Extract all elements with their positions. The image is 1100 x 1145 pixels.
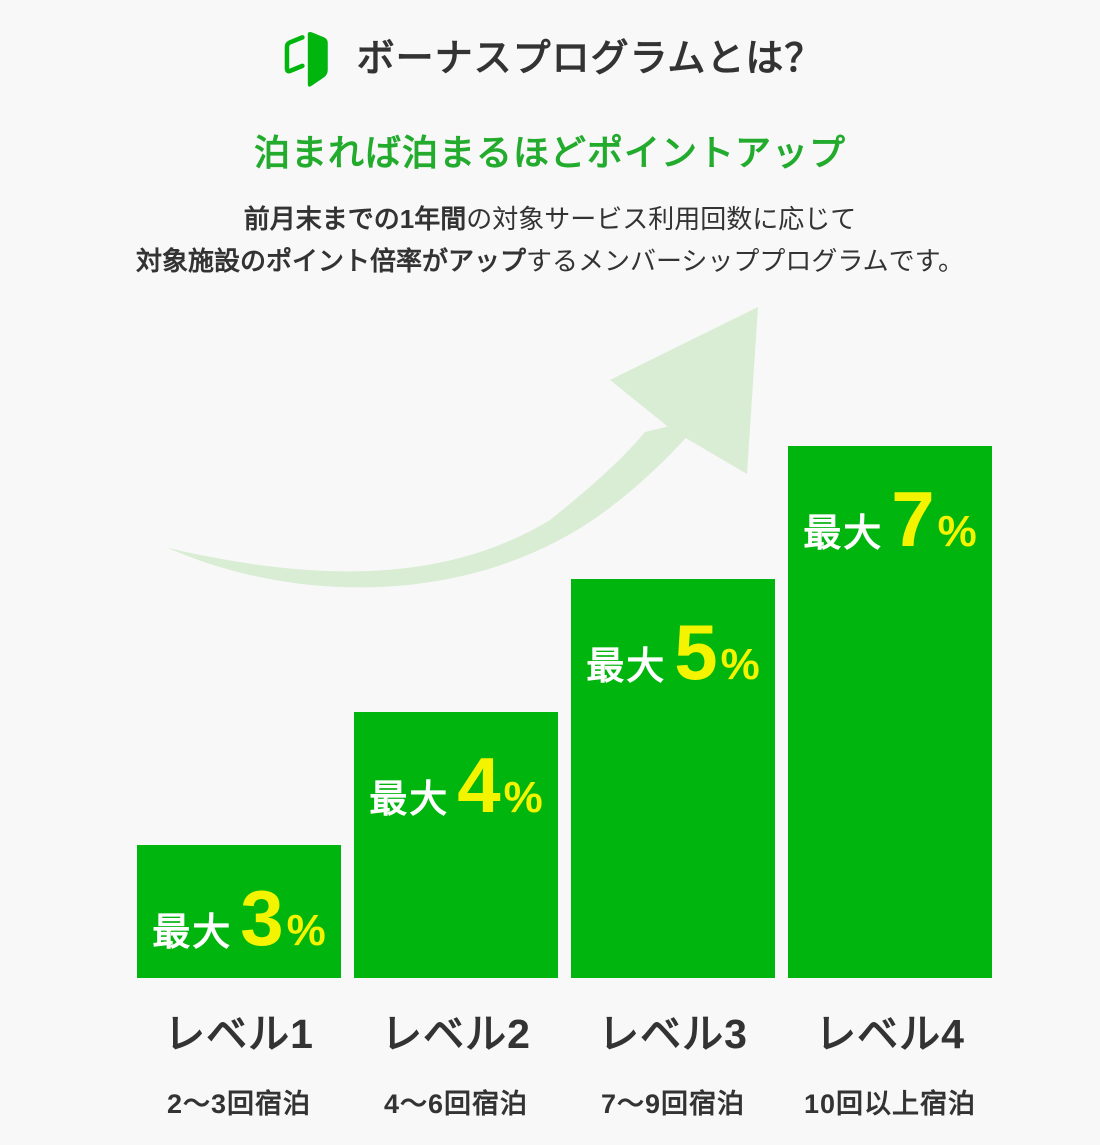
bar-level-3: 最大 5% bbox=[571, 579, 775, 978]
description: 前月末までの1年間の対象サービス利用回数に応じて 対象施設のポイント倍率がアップ… bbox=[0, 198, 1100, 282]
bar-value-prefix: 最大 bbox=[152, 912, 233, 954]
bar-value-number: 7 bbox=[891, 475, 935, 563]
bar-value-unit: % bbox=[286, 906, 326, 955]
bar-value: 最大 5% bbox=[586, 613, 760, 691]
axis-label-level-2: レベル2 4～6回宿泊 bbox=[354, 1000, 558, 1121]
bar-level-2: 最大 4% bbox=[354, 712, 558, 978]
description-line-2: 対象施設のポイント倍率がアップするメンバーシッププログラムです。 bbox=[0, 240, 1100, 282]
bar-value-unit: % bbox=[503, 773, 543, 822]
level-label: レベル3 bbox=[598, 1011, 748, 1057]
bar-value-unit: % bbox=[720, 640, 760, 689]
bar-value-prefix: 最大 bbox=[586, 646, 667, 688]
bar-value-prefix: 最大 bbox=[803, 513, 884, 555]
bar-level-4: 最大 7% bbox=[788, 446, 992, 978]
beginner-book-icon bbox=[284, 31, 328, 87]
section-header: ボーナスプログラムとは？ bbox=[0, 24, 1100, 96]
description-line-1: 前月末までの1年間の対象サービス利用回数に応じて bbox=[0, 198, 1100, 240]
axis-label-level-4: レベル4 10回以上宿泊 bbox=[788, 1000, 992, 1121]
bar-value: 最大 3% bbox=[152, 879, 326, 957]
bar-value-number: 4 bbox=[457, 741, 501, 829]
subtitle: 泊まれば泊まるほどポイントアップ bbox=[253, 132, 846, 173]
bar-value: 最大 7% bbox=[803, 480, 977, 558]
bar-value-number: 5 bbox=[674, 608, 718, 696]
stays-label: 2～3回宿泊 bbox=[166, 1089, 312, 1119]
description-line-2-bold: 対象施設のポイント倍率がアップ bbox=[135, 246, 526, 276]
description-line-1-rest: の対象サービス利用回数に応じて bbox=[466, 204, 857, 234]
stays-label: 7～9回宿泊 bbox=[600, 1089, 746, 1119]
bar-value: 最大 4% bbox=[369, 746, 543, 824]
description-line-1-bold: 前月末までの1年間 bbox=[243, 204, 467, 234]
description-line-2-rest: するメンバーシッププログラムです。 bbox=[525, 246, 965, 276]
bar-level-1: 最大 3% bbox=[137, 845, 341, 978]
stays-label: 10回以上宿泊 bbox=[803, 1089, 977, 1119]
level-label: レベル2 bbox=[381, 1011, 531, 1057]
axis-label-level-1: レベル1 2～3回宿泊 bbox=[137, 1000, 341, 1121]
bar-value-prefix: 最大 bbox=[369, 779, 450, 821]
stays-label: 4～6回宿泊 bbox=[383, 1089, 529, 1119]
level-label: レベル4 bbox=[815, 1011, 965, 1057]
level-label: レベル1 bbox=[164, 1011, 314, 1057]
page-title: ボーナスプログラムとは？ bbox=[356, 38, 824, 81]
axis-label-level-3: レベル3 7～9回宿泊 bbox=[571, 1000, 775, 1121]
bar-value-number: 3 bbox=[240, 874, 284, 962]
bar-value-unit: % bbox=[937, 507, 977, 556]
